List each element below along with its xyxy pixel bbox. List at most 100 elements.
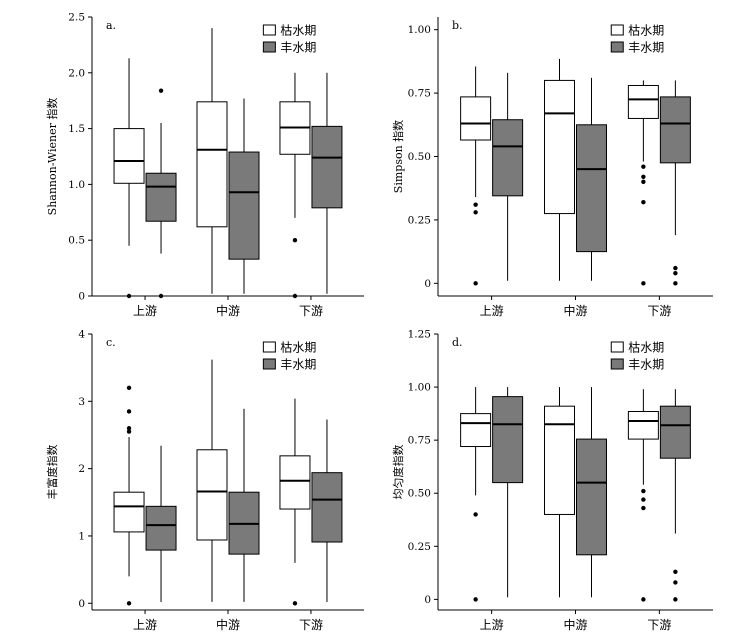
legend-label-wet: 丰水期: [628, 358, 664, 372]
outlier-point: [641, 488, 646, 494]
iqr-box: [544, 79, 575, 215]
y-tick-label: 1.0: [68, 179, 85, 191]
iqr-box: [576, 124, 607, 253]
outlier-point: [673, 569, 678, 574]
iqr-box: [113, 128, 145, 184]
y-tick-label: 0.50: [408, 488, 431, 500]
box-dry-1: [113, 58, 145, 299]
legend-swatch-dry: [262, 341, 276, 353]
outlier-point: [126, 385, 132, 391]
x-category-label: 上游: [480, 618, 504, 632]
x-category-label: 下游: [647, 304, 671, 318]
panel-letter: c.: [106, 336, 116, 349]
box-dry-1: [460, 387, 492, 602]
x-category-label: 下游: [299, 304, 323, 318]
y-tick-label: 3: [78, 396, 85, 408]
box-dry-2: [544, 58, 575, 281]
box-dry-2: [544, 387, 575, 598]
x-category-label: 下游: [647, 618, 671, 632]
legend-label-dry: 枯水期: [280, 340, 316, 355]
y-tick-label: 0.25: [408, 541, 431, 553]
box-wet-3: [659, 80, 691, 286]
y-tick-label: 0.5: [68, 235, 85, 247]
outlier-point: [641, 281, 646, 286]
box-dry-2: [196, 359, 228, 602]
iqr-box: [544, 405, 575, 515]
iqr-box: [492, 396, 524, 484]
y-tick-label: 0: [424, 594, 431, 606]
outlier-point: [126, 426, 132, 431]
panel-letter: a.: [106, 19, 116, 32]
outlier-point: [641, 179, 646, 185]
outlier-point: [292, 238, 298, 243]
box-wet-3: [311, 72, 343, 294]
box-dry-2: [196, 28, 228, 294]
outlier-point: [126, 293, 132, 299]
y-tick-label: 1.00: [408, 382, 431, 394]
outlier-point: [641, 597, 646, 602]
outlier-point: [126, 409, 132, 414]
outlier-point: [641, 174, 646, 179]
outlier-point: [641, 497, 646, 502]
outlier-point: [158, 88, 164, 93]
iqr-box: [576, 438, 607, 556]
outlier-point: [641, 164, 646, 169]
x-category-label: 中游: [563, 617, 587, 632]
legend-swatch-wet: [610, 41, 624, 53]
x-category-label: 下游: [299, 618, 323, 632]
outlier-point: [673, 270, 678, 276]
y-axis-label: 均匀度指数: [391, 445, 405, 500]
outlier-point: [473, 597, 478, 602]
y-tick-label: 0: [424, 278, 431, 290]
outlier-point: [126, 429, 132, 434]
panel-1: 0 0.5 1.0 1.5 2.0 2.5 Shannon-Wiener 指数 a. 上游 中游 下…: [45, 12, 364, 318]
outlier-point: [641, 199, 646, 205]
y-tick-label: 0: [78, 598, 85, 610]
outlier-point: [673, 281, 678, 286]
panel-letter: d.: [452, 336, 463, 349]
box-wet-2: [576, 387, 607, 598]
iqr-box: [627, 84, 659, 119]
legend-swatch-dry: [262, 24, 276, 36]
iqr-box: [145, 505, 177, 551]
legend-swatch-wet: [262, 358, 276, 370]
x-category-label: 上游: [133, 618, 157, 632]
y-tick-label: 2.0: [68, 67, 85, 79]
legend-label-dry: 枯水期: [628, 340, 664, 355]
iqr-box: [196, 449, 228, 541]
iqr-box: [460, 413, 492, 448]
y-axis-label: Shannon-Wiener 指数: [45, 98, 59, 216]
x-category-label: 上游: [480, 304, 504, 318]
box-dry-1: [113, 385, 145, 606]
box-wet-3: [659, 389, 691, 602]
iqr-box: [311, 125, 343, 209]
box-wet-1: [492, 72, 524, 281]
iqr-box: [460, 96, 492, 141]
box-wet-2: [228, 98, 260, 294]
legend-label-dry: 枯水期: [628, 23, 664, 38]
y-tick-label: 0.75: [408, 435, 431, 447]
iqr-box: [659, 405, 691, 459]
iqr-box: [659, 96, 691, 164]
x-category-label: 中游: [563, 303, 587, 318]
legend-label-wet: 丰水期: [280, 41, 316, 55]
outlier-point: [673, 597, 678, 602]
outlier-point: [473, 202, 478, 207]
iqr-box: [492, 119, 524, 197]
y-tick-label: 2: [78, 463, 85, 475]
iqr-box: [145, 172, 177, 222]
y-tick-label: 1.00: [408, 24, 431, 36]
iqr-box: [113, 491, 145, 533]
box-wet-3: [311, 419, 343, 602]
outlier-point: [473, 210, 478, 215]
iqr-box: [311, 472, 343, 543]
y-tick-label: 0.50: [408, 151, 431, 163]
outlier-point: [673, 580, 678, 585]
x-category-label: 上游: [133, 304, 157, 318]
outlier-point: [673, 265, 678, 271]
